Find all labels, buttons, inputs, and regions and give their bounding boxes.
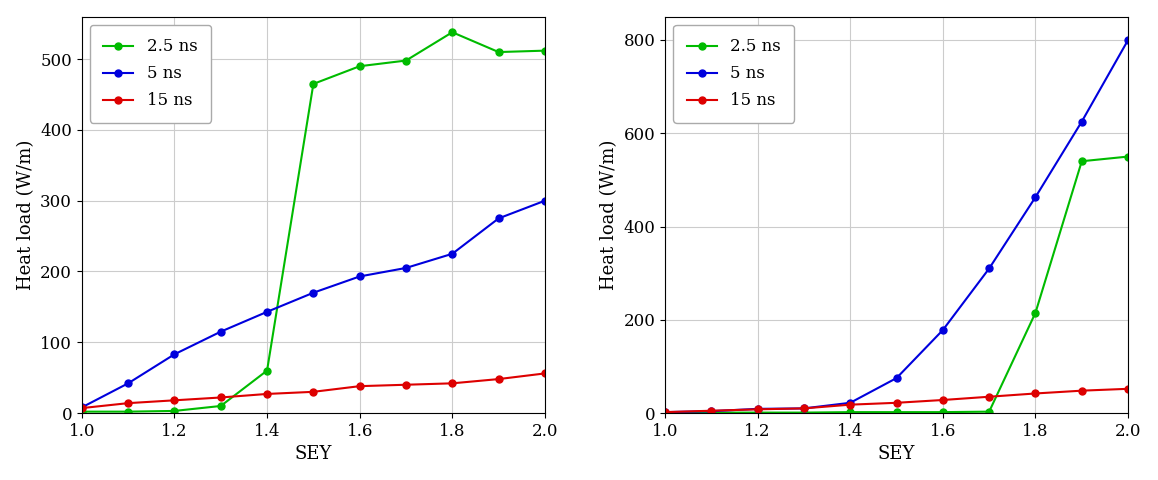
2.5 ns: [658, 410, 672, 416]
Legend: 2.5 ns, 5 ns, 15 ns: 2.5 ns, 5 ns, 15 ns: [673, 25, 794, 123]
15 ns: [658, 409, 672, 415]
2.5 ns: [750, 410, 764, 416]
2.5 ns: [446, 29, 460, 35]
2.5 ns: [538, 48, 552, 54]
15 ns: [750, 407, 764, 412]
15 ns: [122, 400, 135, 406]
2.5 ns: [75, 409, 89, 415]
5 ns: [492, 216, 506, 221]
2.5 ns: [261, 368, 274, 373]
5 ns: [261, 309, 274, 315]
2.5 ns: [797, 410, 811, 416]
15 ns: [75, 405, 89, 411]
15 ns: [446, 381, 460, 386]
5 ns: [1028, 194, 1042, 200]
2.5 ns: [307, 81, 321, 87]
2.5 ns: [1075, 158, 1089, 164]
2.5 ns: [214, 403, 228, 409]
15 ns: [797, 406, 811, 411]
X-axis label: SEY: SEY: [294, 445, 332, 463]
2.5 ns: [1028, 310, 1042, 316]
15 ns: [353, 383, 367, 389]
15 ns: [214, 395, 228, 400]
2.5 ns: [122, 409, 135, 415]
2.5 ns: [704, 410, 718, 416]
5 ns: [307, 290, 321, 296]
2.5 ns: [353, 63, 367, 69]
Line: 15 ns: 15 ns: [661, 385, 1131, 416]
15 ns: [936, 397, 950, 403]
5 ns: [889, 375, 903, 381]
5 ns: [797, 406, 811, 411]
5 ns: [538, 198, 552, 204]
X-axis label: SEY: SEY: [878, 445, 915, 463]
Line: 5 ns: 5 ns: [661, 36, 1131, 416]
15 ns: [307, 389, 321, 395]
5 ns: [982, 265, 996, 271]
15 ns: [261, 391, 274, 397]
15 ns: [1121, 386, 1135, 392]
5 ns: [658, 409, 672, 415]
5 ns: [704, 408, 718, 414]
Line: 2.5 ns: 2.5 ns: [661, 153, 1131, 416]
2.5 ns: [889, 409, 903, 415]
5 ns: [400, 265, 413, 271]
15 ns: [400, 382, 413, 388]
2.5 ns: [492, 49, 506, 55]
2.5 ns: [936, 409, 950, 415]
2.5 ns: [168, 408, 182, 414]
15 ns: [1028, 391, 1042, 396]
Y-axis label: Heat load (W/m): Heat load (W/m): [600, 140, 618, 290]
2.5 ns: [400, 58, 413, 63]
5 ns: [168, 351, 182, 357]
15 ns: [492, 376, 506, 382]
Line: 5 ns: 5 ns: [79, 197, 549, 411]
15 ns: [704, 408, 718, 414]
5 ns: [843, 400, 857, 406]
15 ns: [982, 394, 996, 400]
15 ns: [1075, 388, 1089, 394]
5 ns: [1075, 119, 1089, 124]
15 ns: [168, 397, 182, 403]
2.5 ns: [843, 409, 857, 415]
15 ns: [843, 402, 857, 408]
5 ns: [214, 329, 228, 335]
5 ns: [75, 405, 89, 410]
5 ns: [353, 274, 367, 279]
2.5 ns: [1121, 154, 1135, 159]
Line: 15 ns: 15 ns: [79, 370, 549, 411]
Y-axis label: Heat load (W/m): Heat load (W/m): [16, 140, 35, 290]
5 ns: [1121, 37, 1135, 43]
15 ns: [538, 371, 552, 376]
5 ns: [936, 327, 950, 333]
Line: 2.5 ns: 2.5 ns: [79, 29, 549, 415]
5 ns: [446, 251, 460, 257]
5 ns: [122, 381, 135, 386]
5 ns: [750, 406, 764, 412]
2.5 ns: [982, 409, 996, 415]
Legend: 2.5 ns, 5 ns, 15 ns: 2.5 ns, 5 ns, 15 ns: [90, 25, 211, 123]
15 ns: [889, 400, 903, 406]
